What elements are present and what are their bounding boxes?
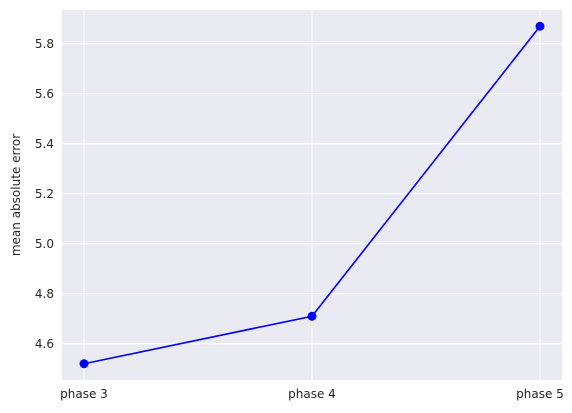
data-points (79, 21, 545, 369)
x-tick-label: phase 4 (288, 387, 336, 401)
x-tick-label: phase 5 (516, 387, 564, 401)
data-point (307, 311, 317, 321)
grid-lines (62, 10, 562, 380)
y-tick-label: 4.6 (35, 337, 54, 351)
y-tick-label: 5.6 (35, 87, 54, 101)
y-axis-label: mean absolute error (9, 134, 23, 256)
y-axis-ticks: 4.6 4.8 5.0 5.2 5.4 5.6 5.8 (35, 37, 54, 351)
x-axis-ticks: phase 3 phase 4 phase 5 (60, 387, 564, 401)
y-tick-label: 5.0 (35, 237, 54, 251)
y-tick-label: 4.8 (35, 287, 54, 301)
data-point (79, 359, 89, 369)
y-tick-label: 5.8 (35, 37, 54, 51)
data-point (535, 21, 545, 31)
x-tick-label: phase 3 (60, 387, 108, 401)
y-tick-label: 5.4 (35, 137, 54, 151)
y-tick-label: 5.2 (35, 187, 54, 201)
